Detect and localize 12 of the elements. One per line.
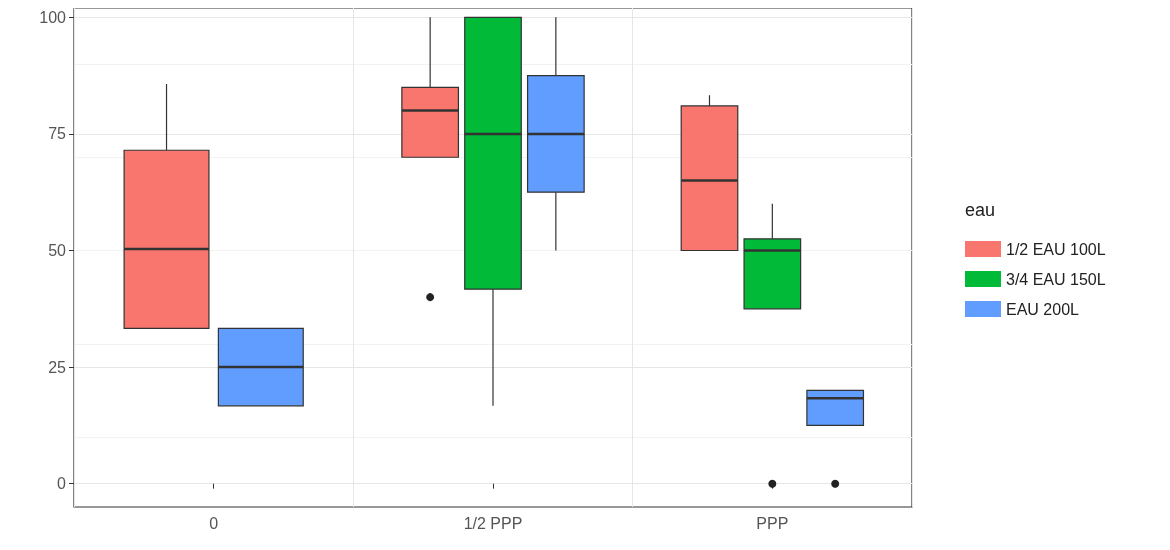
legend-label: 3/4 EAU 150L [1006,270,1106,288]
legend-title: eau [965,200,996,220]
legend-label: 1/2 EAU 100L [1006,240,1106,258]
y-tick-label: 75 [48,125,67,143]
legend-label: EAU 200L [1006,300,1080,318]
y-tick-label: 0 [57,475,67,493]
x-tick-label: 1/2 PPP [463,514,523,532]
y-tick-label: 25 [48,358,67,376]
x-tick-label: PPP [756,514,789,532]
y-tick-label: 100 [39,8,67,26]
y-tick-label: 50 [48,242,67,259]
x-tick-label: 0 [209,514,219,532]
